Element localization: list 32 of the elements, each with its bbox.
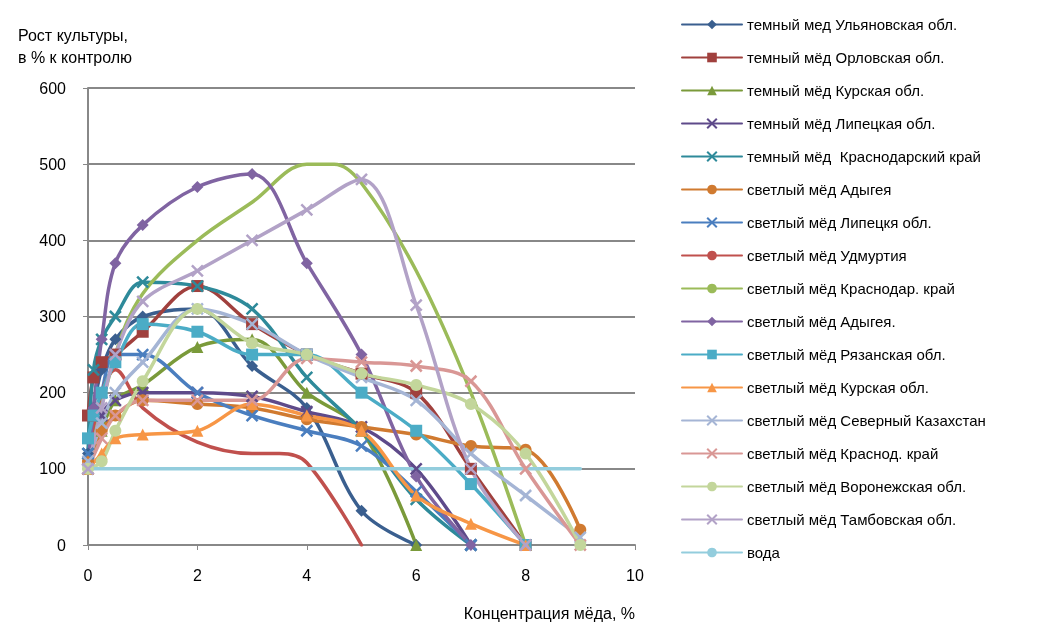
legend-label: светлый мёд Удмуртия <box>747 247 907 264</box>
legend-label: темный мёд Липецкая обл. <box>747 115 936 132</box>
legend-label: темный мёд Краснодарский край <box>747 148 981 165</box>
y-axis-title: Рост культуры, в % к контролю <box>18 26 133 66</box>
legend-label: светлый мёд Липецкя обл. <box>747 214 932 231</box>
legend-label: светлый мёд Адыгея. <box>747 313 896 330</box>
legend-label: светлый мёд Адыгея <box>747 181 892 198</box>
x-tick-label: 4 <box>302 566 312 584</box>
legend-label: светлый мёд Воронежская обл. <box>747 478 967 495</box>
y-tick-label: 400 <box>39 231 67 249</box>
y-tick-label: 500 <box>39 155 67 173</box>
legend-label: светлый мёд Краснодар. край <box>747 280 955 297</box>
y-tick-label: 600 <box>39 79 67 97</box>
legend-label: светлый мёд Рязанская обл. <box>747 346 946 363</box>
x-tick-label: 10 <box>626 566 644 584</box>
x-tick-label: 2 <box>192 566 202 584</box>
legend-label: светлый мёд Курская обл. <box>747 379 929 396</box>
legend-label: темный мёд Курская обл. <box>747 82 925 99</box>
legend-label: темный мед Ульяновская обл. <box>747 16 958 33</box>
y-tick-label: 100 <box>39 460 67 478</box>
legend-label: темный мёд Орловская обл. <box>747 49 945 66</box>
x-tick-label: 8 <box>521 566 531 584</box>
y-tick-label: 300 <box>39 308 67 325</box>
x-axis-title: Концентрация мёда, % <box>463 604 635 622</box>
legend-label: светлый мёд Тамбовская обл. <box>747 511 957 528</box>
y-tick-label: 200 <box>39 384 67 402</box>
legend-label: вода <box>747 544 781 561</box>
legend-label: светлый мёд Краснод. край <box>747 445 939 462</box>
x-tick-label: 0 <box>83 566 93 584</box>
x-tick-label: 6 <box>411 566 421 584</box>
legend-label: светлый мёд Северный Казахстан <box>747 412 986 429</box>
y-tick-label: 0 <box>57 536 67 554</box>
